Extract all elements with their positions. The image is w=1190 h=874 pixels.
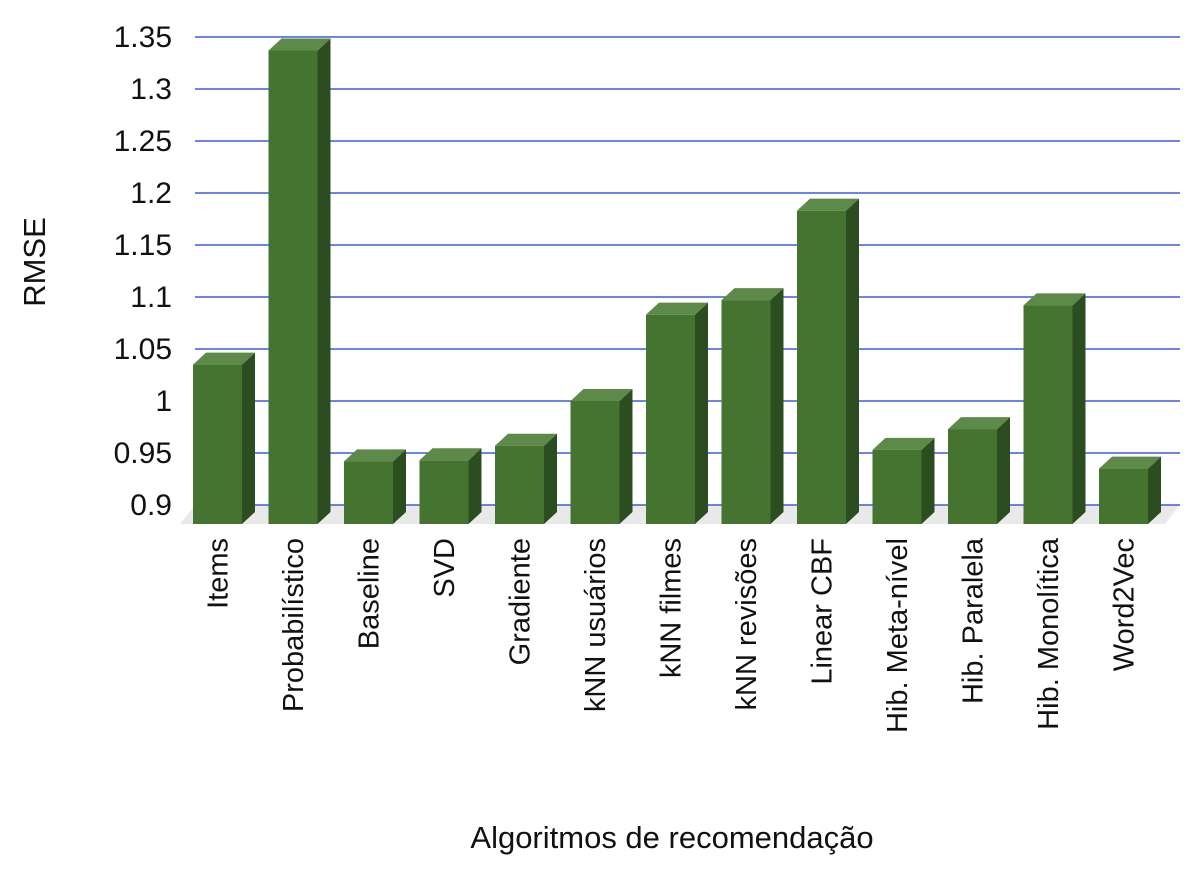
x-category-label: SVD <box>429 538 461 598</box>
bar-top <box>419 448 482 461</box>
bar-top <box>1023 293 1086 306</box>
bar-front <box>268 50 318 525</box>
x-category-label: Hib. Meta-nível <box>882 538 914 733</box>
x-category-label: Baseline <box>354 538 386 649</box>
y-axis-title: RMSE <box>17 217 52 307</box>
x-category-label: Linear CBF <box>807 538 839 685</box>
bar-side <box>317 38 331 525</box>
y-tick-label: 1.2 <box>130 177 172 210</box>
bar <box>646 302 708 524</box>
bar-front <box>344 461 393 524</box>
y-tick-label: 1.05 <box>114 333 172 366</box>
bar <box>495 433 557 524</box>
x-category-label: kNN revisões <box>731 538 763 710</box>
bar-front <box>797 210 846 524</box>
bar-side <box>770 288 784 524</box>
bar-top <box>646 302 708 315</box>
bar <box>344 449 406 524</box>
bar-top <box>570 389 633 401</box>
bar-side <box>1148 456 1161 524</box>
bar-top <box>495 433 557 446</box>
bar <box>419 448 482 524</box>
bar <box>721 288 784 524</box>
bar <box>268 38 331 525</box>
y-tick-label: 0.95 <box>114 437 172 470</box>
bar-top <box>268 38 331 51</box>
bar-front <box>419 460 469 524</box>
bar-front <box>721 300 771 524</box>
bar-front <box>872 449 922 524</box>
y-tick-label: 1.35 <box>114 21 172 54</box>
bar-top <box>1099 456 1161 469</box>
y-tick-label: 1.3 <box>130 73 172 106</box>
x-category-label: kNN filmes <box>656 538 688 678</box>
y-tick-label: 1.25 <box>114 125 172 158</box>
x-category-label: Word2Vec <box>1109 538 1141 671</box>
bar-side <box>544 433 557 524</box>
bar <box>797 198 859 524</box>
bar-front <box>1023 305 1073 524</box>
bar-side <box>468 448 482 524</box>
bar-side <box>846 198 859 524</box>
y-tick-label: 1 <box>155 385 172 418</box>
bar-side <box>393 449 406 524</box>
bar-side <box>921 437 935 524</box>
bar-top <box>797 198 859 211</box>
bar-side <box>997 417 1010 524</box>
bar-front <box>570 401 620 524</box>
x-category-label: Probabilístico <box>278 538 310 712</box>
x-category-label: Gradiente <box>505 538 537 665</box>
x-category-label: Hib. Paralela <box>958 537 990 704</box>
x-axis-categories: Items Probabilístico Baseline SVD Gradiente k… <box>203 537 1141 733</box>
bar <box>193 352 255 524</box>
bar-side <box>1072 293 1086 524</box>
bar-front <box>1099 468 1148 524</box>
bar-front <box>495 445 544 524</box>
x-axis-title: Algoritmos de recomendação <box>470 820 873 855</box>
y-tick-label: 1.1 <box>130 281 172 314</box>
bar-front <box>646 314 695 524</box>
bar-top <box>872 437 935 450</box>
x-category-label: Items <box>203 538 235 609</box>
bar-side <box>242 352 255 524</box>
bar <box>1023 293 1086 524</box>
bar-side <box>695 302 708 524</box>
bar-top <box>948 417 1010 430</box>
x-category-label: kNN usuários <box>580 538 612 712</box>
y-axis-ticks: 0.9 0.95 1 1.05 1.1 1.15 1.2 1.25 1.3 1.35 <box>114 21 172 522</box>
bar <box>948 417 1010 524</box>
bar-top <box>721 288 784 301</box>
bar-top <box>193 352 255 365</box>
bar-front <box>948 429 997 524</box>
bar-front <box>193 364 242 524</box>
bars <box>193 38 1161 525</box>
y-tick-label: 1.15 <box>114 229 172 262</box>
y-tick-label: 0.9 <box>130 489 172 522</box>
bar-side <box>619 389 633 524</box>
bar <box>570 389 633 524</box>
bar <box>872 437 935 524</box>
bar <box>1099 456 1161 524</box>
bar-top <box>344 449 406 462</box>
x-category-label: Hib. Monolítica <box>1033 537 1065 730</box>
